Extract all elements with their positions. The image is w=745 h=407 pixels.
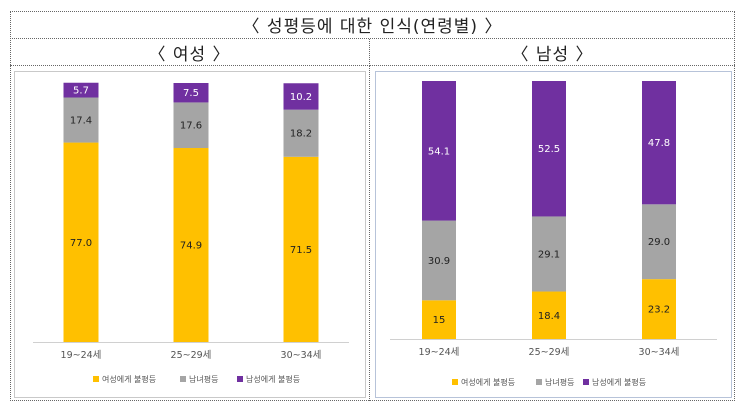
legend-label: 여성에게 불평등 (102, 374, 156, 384)
legend-label: 남녀평등 (545, 377, 574, 387)
bar-segment (642, 279, 676, 339)
female-chart-svg: 77.0 17.4 5.7 19~24세 74.9 17.6 7.5 25~29세 71.5 18… (33, 82, 349, 384)
data-label: 7.5 (183, 88, 199, 99)
data-label: 71.5 (290, 245, 312, 256)
bar-segment (532, 216, 566, 292)
bar-segment (173, 148, 209, 342)
bar-segment (63, 142, 99, 342)
legend-swatch (237, 376, 243, 382)
male-panel-title: 〈 남성 〉 (370, 39, 735, 66)
bar-segment (283, 109, 319, 157)
bar-segment (532, 291, 566, 339)
x-tick-label: 19~24세 (61, 350, 102, 361)
male-chart-svg: 15 30.9 54.1 19~24세 18.4 29.1 52.5 25~29세 23.2 29… (390, 81, 717, 387)
x-tick-label: 30~34세 (639, 347, 680, 358)
data-label: 54.1 (428, 146, 450, 157)
data-label: 29.0 (648, 237, 670, 248)
data-label: 17.4 (70, 116, 92, 127)
bar-segment (422, 220, 456, 301)
bar-segment (63, 97, 99, 143)
data-label: 5.7 (73, 86, 89, 97)
legend-swatch (180, 376, 186, 382)
female-panel-title: 〈 여성 〉 (10, 39, 370, 66)
bar-segment (283, 156, 319, 342)
x-tick-label: 25~29세 (529, 347, 570, 358)
data-label: 77.0 (70, 238, 92, 249)
data-label: 74.9 (180, 241, 202, 252)
female-chart: 77.0 17.4 5.7 19~24세 74.9 17.6 7.5 25~29세 71.5 18… (14, 71, 366, 398)
data-label: 29.1 (538, 249, 560, 260)
bar-segment (283, 83, 319, 110)
legend-label: 남성에게 불평등 (592, 377, 646, 387)
data-label: 52.5 (538, 144, 560, 155)
bar-segment (173, 83, 209, 103)
legend-label: 남녀평등 (189, 374, 218, 384)
legend-label: 여성에게 불평등 (461, 377, 515, 387)
data-label: 18.4 (538, 311, 560, 322)
x-tick-label: 25~29세 (171, 350, 212, 361)
column-divider (369, 66, 370, 401)
bar-segment (173, 102, 209, 149)
bar-segment (532, 81, 566, 217)
legend-swatch (452, 379, 458, 385)
legend-swatch (93, 376, 99, 382)
legend-label: 남성에게 불평등 (246, 374, 300, 384)
data-label: 30.9 (428, 256, 450, 267)
table-frame (10, 11, 735, 401)
x-tick-label: 19~24세 (419, 347, 460, 358)
bar-segment (642, 204, 676, 280)
data-label: 10.2 (290, 92, 312, 103)
x-tick-label: 30~34세 (281, 350, 322, 361)
main-title: 〈 성평등에 대한 인식(연령별) 〉 (10, 11, 735, 39)
bar-segment (642, 81, 676, 205)
data-label: 17.6 (180, 121, 202, 132)
bar-segment (422, 300, 456, 339)
bar-segment (63, 82, 99, 98)
legend-swatch (583, 379, 589, 385)
data-label: 23.2 (648, 305, 670, 316)
data-label: 15 (433, 315, 446, 326)
male-chart: 15 30.9 54.1 19~24세 18.4 29.1 52.5 25~29세 23.2 29… (375, 71, 732, 398)
data-label: 18.2 (290, 129, 312, 140)
data-label: 47.8 (648, 138, 670, 149)
bar-segment (422, 81, 456, 221)
legend-swatch (536, 379, 542, 385)
